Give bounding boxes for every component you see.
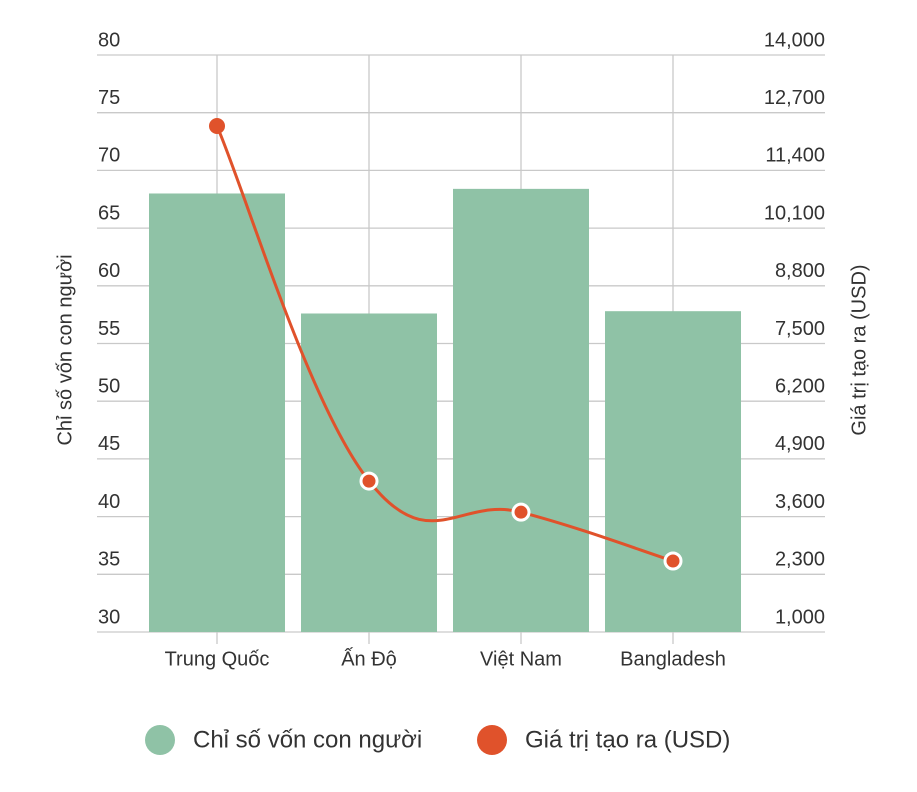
- y-tick-label: 80: [98, 29, 120, 51]
- line-marker: [209, 118, 225, 135]
- y-axis-label: Chỉ số vốn con người: [54, 254, 76, 445]
- y-tick-label: 65: [98, 202, 120, 224]
- y-tick-label: 30: [98, 606, 120, 628]
- y2-tick-label: 2,300: [775, 549, 825, 571]
- y2-tick-label: 14,000: [764, 29, 825, 51]
- y-tick-label: 70: [98, 145, 120, 167]
- line-marker: [511, 502, 531, 522]
- legend-label: Chỉ số vốn con người: [193, 726, 422, 753]
- y2-tick-label: 10,100: [764, 202, 825, 224]
- y2-tick-label: 11,400: [765, 145, 825, 167]
- y2-tick-label: 12,700: [764, 87, 825, 109]
- y2-axis-label: Giá trị tạo ra (USD): [848, 264, 870, 435]
- y2-tick-label: 1,000: [775, 606, 825, 628]
- y-tick-label: 55: [98, 318, 120, 340]
- x-tick-label: Trung Quốc: [165, 648, 270, 670]
- y2-tick-label: 6,200: [775, 375, 825, 397]
- y2-tick-label: 8,800: [775, 260, 825, 282]
- y-tick-label: 40: [98, 491, 120, 513]
- x-tick-label: Việt Nam: [480, 648, 562, 670]
- x-tick-label: Ấn Độ: [341, 647, 397, 670]
- y2-tick-label: 3,600: [775, 491, 825, 513]
- bar: [149, 193, 285, 633]
- legend-label: Giá trị tạo ra (USD): [525, 726, 730, 753]
- line: [215, 125, 674, 563]
- line-marker: [663, 551, 683, 571]
- line-marker: [359, 471, 379, 491]
- legend-swatch: [145, 725, 175, 755]
- x-tick-label: Bangladesh: [620, 648, 726, 670]
- y2-tick-label: 7,500: [775, 318, 825, 340]
- legend-swatch: [477, 725, 507, 755]
- y-tick-label: 60: [98, 260, 120, 282]
- y-tick-label: 75: [98, 87, 120, 109]
- y-tick-label: 45: [98, 433, 120, 455]
- bar: [453, 188, 589, 632]
- y-tick-label: 50: [98, 375, 120, 397]
- bar: [605, 311, 741, 632]
- y-tick-label: 35: [98, 549, 120, 571]
- y2-tick-label: 4,900: [775, 433, 825, 455]
